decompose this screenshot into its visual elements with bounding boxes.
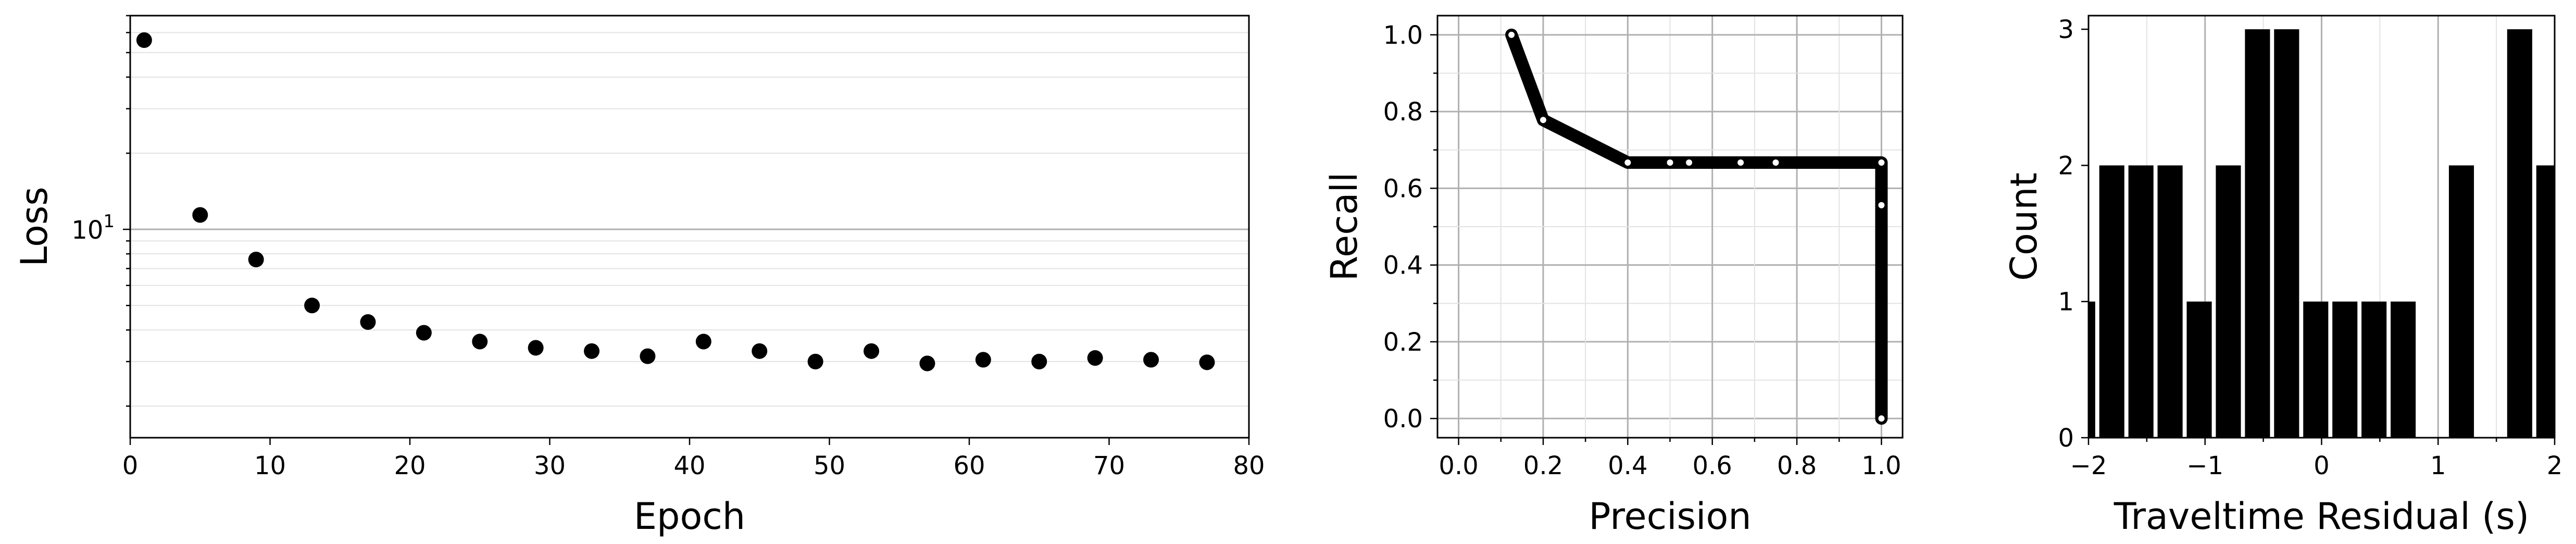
data-point	[640, 348, 656, 364]
pr-point-marker	[1877, 414, 1886, 423]
x-tick-label: 20	[394, 451, 426, 480]
data-point	[248, 251, 264, 267]
x-tick-label: 30	[534, 451, 566, 480]
data-point	[472, 333, 488, 350]
y-tick-label: 2	[2058, 151, 2074, 180]
x-tick-label: 0.4	[1608, 451, 1647, 480]
y-tick-label-base: 10	[71, 216, 103, 245]
x-tick-label: 70	[1093, 451, 1125, 480]
x-tick-label: 60	[953, 451, 985, 480]
y-tick-label: 0	[2058, 424, 2074, 453]
data-point	[1143, 352, 1159, 368]
y-tick-label: 0.4	[1383, 251, 1423, 280]
pr-panel: 0.0 0.2 0.4 0.6 0.8 1.0 0.0 0.2 0.4 0.6 0.8 1.0 Prec…	[1323, 15, 1904, 538]
y-tick-label: 3	[2058, 15, 2074, 44]
histogram-bar	[2128, 165, 2154, 438]
y-tick-label: 1.0	[1383, 21, 1423, 50]
y-tick-label: 1	[2058, 288, 2074, 317]
x-tick-label: 80	[1233, 451, 1265, 480]
data-point	[584, 343, 600, 359]
x-tick-label: 40	[673, 451, 705, 480]
x-axis-label: Traveltime Residual (s)	[2114, 495, 2529, 538]
histogram-bar	[2361, 301, 2387, 438]
pr-point-marker	[1877, 158, 1886, 167]
pr-point-marker	[1877, 201, 1886, 209]
y-tick-label-exponent: 1	[103, 211, 115, 232]
x-tick-label: 2	[2547, 451, 2563, 480]
data-point	[1087, 350, 1103, 366]
data-point	[1031, 353, 1047, 369]
data-point	[192, 207, 208, 223]
histogram-bar	[2507, 29, 2532, 438]
y-axis-label: Count	[2003, 172, 2045, 281]
pr-point-marker	[1507, 30, 1516, 39]
data-point	[695, 333, 711, 350]
histogram-bar	[2536, 165, 2555, 438]
x-tick-label: 1.0	[1861, 451, 1901, 480]
pr-plot-frame	[1436, 15, 1904, 439]
y-tick-label: 0.6	[1383, 174, 1423, 203]
y-tick-label: 0.8	[1383, 97, 1423, 127]
x-tick-label: 1	[2430, 451, 2446, 480]
data-point	[304, 298, 320, 314]
histogram-bar	[2332, 301, 2358, 438]
histogram-bars	[2089, 29, 2555, 438]
x-tick-label: 50	[814, 451, 845, 480]
x-tick-label: −2	[2070, 451, 2107, 480]
histogram-bar	[2099, 165, 2124, 438]
x-tick-label: 0.6	[1693, 451, 1732, 480]
x-tick-label: 0.8	[1777, 451, 1817, 480]
y-axis-label: Recall	[1323, 172, 1366, 281]
histogram-bar	[2303, 301, 2329, 438]
histogram-bar	[2245, 29, 2270, 438]
histogram-bar	[2089, 301, 2095, 438]
data-point	[919, 355, 935, 372]
data-point	[528, 340, 544, 356]
histogram-bar	[2186, 301, 2212, 438]
x-axis-label: Precision	[1589, 495, 1751, 538]
histogram-panel: −2 −1 0 1 2 0 1 2 3 Traveltime Residual (s) Count	[2003, 15, 2562, 538]
x-tick-label: 0	[2314, 451, 2330, 480]
y-tick-label: 0.0	[1383, 404, 1423, 434]
pr-point-marker	[1685, 158, 1694, 167]
data-point	[864, 343, 880, 359]
pr-point-marker	[1623, 158, 1632, 167]
pr-point-marker	[1771, 158, 1780, 167]
data-point	[416, 325, 432, 341]
pr-curve	[1505, 28, 1888, 425]
histogram-bar	[2448, 165, 2474, 438]
data-point	[136, 32, 152, 48]
histogram-bar	[2157, 165, 2183, 438]
histogram-bar	[2391, 301, 2416, 438]
histogram-bar	[2274, 29, 2299, 438]
x-tick-label: 0	[122, 451, 139, 480]
data-point	[807, 353, 823, 369]
pr-point-marker	[1666, 158, 1674, 167]
x-tick-label: 0.0	[1439, 451, 1478, 480]
x-tick-label: 10	[254, 451, 286, 480]
x-tick-label: 0.2	[1523, 451, 1563, 480]
histogram-bar	[2216, 165, 2241, 438]
data-point	[752, 343, 768, 359]
pr-point-marker	[1736, 158, 1745, 167]
y-tick-label: 101	[71, 211, 115, 245]
data-point	[360, 314, 376, 330]
loss-plot-frame	[129, 15, 1250, 439]
y-tick-label: 0.2	[1383, 328, 1423, 357]
pr-point-marker	[1539, 116, 1547, 125]
data-point	[975, 352, 991, 368]
data-point	[1199, 354, 1215, 370]
histogram-plot-frame	[2087, 15, 2556, 439]
x-axis-label: Epoch	[634, 495, 745, 538]
x-tick-label: −1	[2186, 451, 2223, 480]
y-axis-label: Loss	[13, 187, 56, 267]
